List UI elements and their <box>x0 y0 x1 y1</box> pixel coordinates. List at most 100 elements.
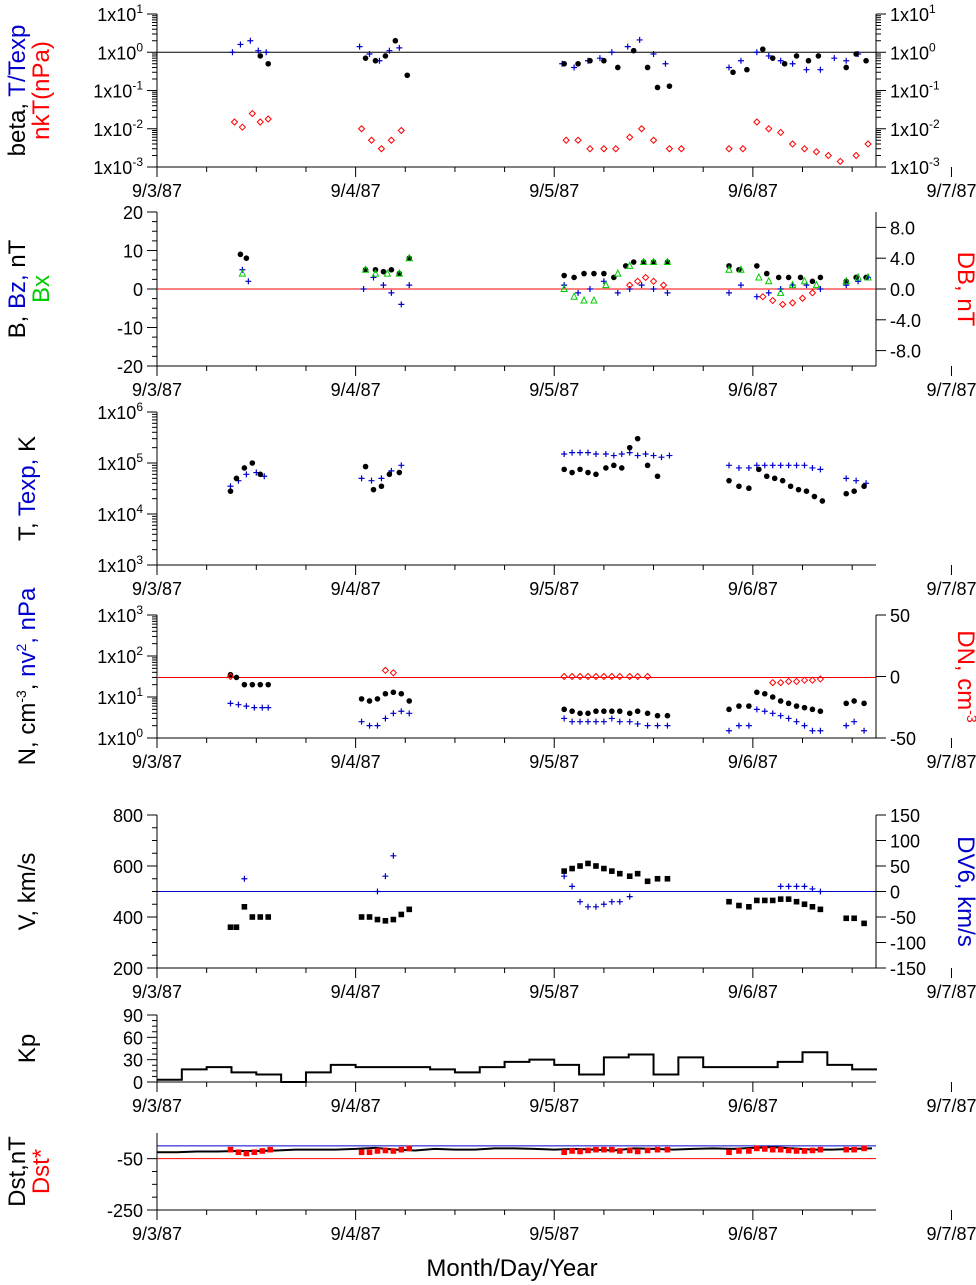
data-point <box>864 272 872 281</box>
data-point <box>634 720 641 727</box>
data-point <box>817 906 824 913</box>
data-point <box>374 916 381 923</box>
data-point <box>561 466 567 473</box>
data-point <box>616 870 623 877</box>
data-point <box>753 462 760 469</box>
data-point <box>600 672 608 681</box>
data-point <box>793 53 800 59</box>
data-point <box>666 83 673 89</box>
y-tick-label-right: -4.0 <box>890 311 921 331</box>
data-point <box>817 888 824 895</box>
data-point <box>650 286 657 292</box>
y-axis-label-left: B, Bz, nT <box>4 239 31 338</box>
data-point <box>812 280 821 289</box>
x-tick-label: 9/3/87 <box>132 1224 182 1244</box>
data-point <box>861 483 867 490</box>
data-point <box>649 277 658 286</box>
data-point <box>861 727 868 734</box>
data-point <box>726 706 732 713</box>
y-tick-label: 1x100 <box>97 726 143 749</box>
data-point <box>593 708 599 715</box>
x-tick-label: 9/6/87 <box>728 380 778 400</box>
data-point <box>634 452 641 459</box>
data-point <box>797 274 804 281</box>
data-point <box>265 681 272 688</box>
data-point <box>785 896 792 902</box>
data-point <box>568 672 576 681</box>
data-point <box>805 57 812 64</box>
data-point <box>561 1149 567 1156</box>
data-point <box>585 449 592 456</box>
y-tick-label-right: 50 <box>890 606 910 626</box>
data-point <box>616 718 623 725</box>
data-point <box>746 1148 752 1154</box>
data-point <box>777 462 784 469</box>
data-point <box>358 696 365 702</box>
data-point <box>663 257 672 266</box>
data-point <box>793 462 800 469</box>
data-point <box>243 255 250 261</box>
y-tick-label: 30 <box>123 1051 143 1071</box>
data-point <box>753 293 760 300</box>
data-point <box>726 1149 732 1156</box>
data-point <box>654 712 661 719</box>
data-point <box>803 66 810 73</box>
y-tick-label: 1x101 <box>97 685 143 708</box>
data-point <box>831 55 838 62</box>
data-point <box>562 136 570 144</box>
data-point <box>560 672 568 681</box>
data-point <box>249 681 256 688</box>
y-tick-label-right: -8.0 <box>890 342 921 362</box>
data-point <box>654 473 661 480</box>
data-point <box>736 483 742 490</box>
data-point <box>644 1147 651 1154</box>
data-point <box>801 901 808 908</box>
data-point <box>736 902 742 909</box>
data-point <box>800 145 809 153</box>
data-point <box>761 1146 768 1152</box>
data-point <box>235 701 242 708</box>
x-tick-label: 9/5/87 <box>529 579 579 599</box>
data-point <box>235 1149 242 1156</box>
data-point <box>396 44 403 51</box>
data-point <box>626 710 633 717</box>
data-point <box>643 672 652 681</box>
data-point <box>787 483 794 490</box>
data-point <box>634 708 641 715</box>
data-point <box>836 157 844 166</box>
data-point <box>644 64 651 71</box>
y-tick-label-right: 150 <box>890 806 920 826</box>
data-point <box>241 875 248 882</box>
x-tick-label: 9/5/87 <box>529 181 579 201</box>
data-point <box>785 700 792 707</box>
y-tick-label-right: 1x101 <box>890 2 936 25</box>
data-point <box>611 274 617 281</box>
data-point <box>817 466 824 473</box>
data-point <box>654 875 661 882</box>
data-point <box>793 883 800 890</box>
data-point <box>585 860 591 867</box>
data-point <box>237 251 244 258</box>
data-point <box>571 64 578 71</box>
x-tick-label: 9/7/87 <box>926 579 976 599</box>
data-point <box>803 282 810 289</box>
data-point <box>611 462 617 469</box>
data-point <box>781 60 788 67</box>
y-axis-label-left: V, km/s <box>14 853 41 931</box>
data-point <box>382 53 389 59</box>
data-point <box>227 488 234 494</box>
data-point <box>561 715 568 722</box>
data-point <box>785 462 792 469</box>
y-tick-label: 200 <box>113 959 143 979</box>
data-point <box>769 462 776 469</box>
data-point <box>662 60 669 67</box>
data-point <box>861 700 867 707</box>
data-point <box>737 57 744 64</box>
y-tick-label-right: 8.0 <box>890 218 915 238</box>
data-point <box>596 55 603 62</box>
data-point <box>398 708 405 715</box>
data-point <box>571 274 577 281</box>
data-point <box>243 471 250 478</box>
data-point <box>725 145 733 153</box>
data-point <box>406 698 413 704</box>
